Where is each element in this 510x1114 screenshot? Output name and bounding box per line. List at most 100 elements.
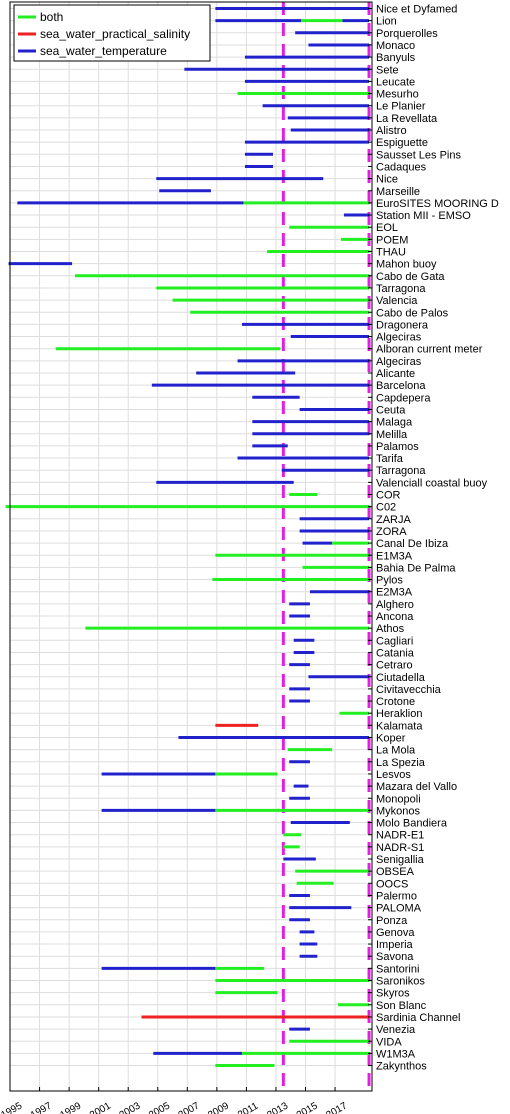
station-label: Valencia: [376, 295, 418, 307]
station-label: Porquerolles: [376, 28, 438, 40]
station-label: Station MII - EMSO: [376, 210, 471, 222]
station-label: Crotone: [376, 696, 415, 708]
station-label: Cagliari: [376, 635, 413, 647]
grid-lines: [9, 2, 372, 1091]
station-label: Melilla: [376, 429, 408, 441]
station-label: Algeciras: [376, 332, 422, 344]
station-label: Saronikos: [376, 976, 425, 988]
station-label: Venezia: [376, 1024, 416, 1036]
station-label: Zakynthos: [376, 1061, 427, 1073]
station-label: NADR-E1: [376, 830, 424, 842]
station-label: Catania: [376, 647, 415, 659]
station-label: Tarragona: [376, 465, 426, 477]
station-label: Palermo: [376, 890, 417, 902]
station-label: Banyuls: [376, 52, 416, 64]
legend-label: both: [40, 10, 63, 24]
x-tick-label: 2005: [147, 1100, 172, 1114]
axes-box: [9, 1, 373, 1092]
station-label: Genova: [376, 927, 415, 939]
station-label: Nice: [376, 174, 398, 186]
station-label: VIDA: [376, 1036, 402, 1048]
station-label: Ceuta: [376, 404, 406, 416]
station-label: Tarifa: [376, 453, 404, 465]
x-tick-label: 2001: [88, 1100, 113, 1114]
station-label: Canal De Ibiza: [376, 538, 449, 550]
station-label: Bahia De Palma: [376, 562, 456, 574]
station-label: Heraklion: [376, 708, 422, 720]
station-label: Alistro: [376, 125, 407, 137]
x-tick-label: 2013: [265, 1100, 290, 1114]
station-label: ZARJA: [376, 514, 412, 526]
station-label: Mazara del Vallo: [376, 781, 457, 793]
station-label: EOL: [376, 222, 398, 234]
station-label: C02: [376, 502, 396, 514]
station-label: Koper: [376, 733, 406, 745]
station-label: Molo Bandiera: [376, 818, 448, 830]
station-label: Leucate: [376, 76, 415, 88]
station-label: Dragonera: [376, 319, 429, 331]
station-label: Cabo de Palos: [376, 307, 449, 319]
station-label: Sete: [376, 64, 399, 76]
station-label: Tarragona: [376, 283, 426, 295]
station-label: Lion: [376, 16, 397, 28]
station-label: THAU: [376, 247, 406, 259]
x-tick-label: 1999: [58, 1100, 83, 1114]
station-label: Alghero: [376, 599, 414, 611]
station-label: Imperia: [376, 939, 414, 951]
legend-label: sea_water_temperature: [40, 44, 167, 58]
station-label: Ciutadella: [376, 672, 426, 684]
station-label: Le Planier: [376, 101, 426, 113]
station-label: Palamos: [376, 441, 419, 453]
station-label: Barcelona: [376, 380, 426, 392]
station-label: Savona: [376, 951, 414, 963]
station-label: Athos: [376, 623, 405, 635]
station-label: La Mola: [376, 745, 416, 757]
x-tick-label: 1995: [0, 1100, 25, 1114]
station-label: NADR-S1: [376, 842, 424, 854]
plot-frame: [9, 1, 373, 1092]
station-label: COR: [376, 490, 401, 502]
station-label: Sardinia Channel: [376, 1012, 460, 1024]
station-label: La Spezia: [376, 757, 426, 769]
station-label: Pylos: [376, 575, 403, 587]
legend-box: [13, 4, 211, 62]
station-labels: Nice et DyfamedLionPorquerollesMonacoBan…: [368, 4, 499, 1073]
legend-label: sea_water_practical_salinity: [40, 27, 190, 41]
station-label: OBSEA: [376, 866, 415, 878]
x-tick-label: 2015: [295, 1100, 320, 1114]
station-label: Cadaques: [376, 161, 427, 173]
station-label: Cetraro: [376, 660, 413, 672]
x-tick-label: 2009: [206, 1100, 231, 1114]
station-label: POEM: [376, 234, 408, 246]
station-label: Mahon buoy: [376, 259, 437, 271]
station-label: W1M3A: [376, 1048, 416, 1060]
station-label: La Revellata: [376, 113, 438, 125]
station-label: Civitavecchia: [376, 684, 442, 696]
station-label: Kalamata: [376, 720, 423, 732]
x-tick-label: 2011: [236, 1100, 261, 1114]
station-label: E1M3A: [376, 550, 413, 562]
station-label: Skyros: [376, 988, 410, 1000]
station-label: PALOMA: [376, 903, 422, 915]
station-label: Lesvos: [376, 769, 411, 781]
station-label: Nice et Dyfamed: [376, 4, 457, 16]
x-tick-label: 2017: [324, 1100, 349, 1114]
station-label: Algeciras: [376, 356, 422, 368]
station-label: Ponza: [376, 915, 408, 927]
legend[interactable]: both sea_water_practical_salinity sea_wate…: [13, 4, 211, 62]
station-label: Senigallia: [376, 854, 425, 866]
station-label: Sausset Les Pins: [376, 149, 461, 161]
station-label: Son Blanc: [376, 1000, 427, 1012]
station-label: Alicante: [376, 368, 415, 380]
station-label: Mykonos: [376, 805, 421, 817]
station-label: Malaga: [376, 417, 413, 429]
station-label: Santorini: [376, 963, 419, 975]
station-label: Mesurho: [376, 89, 419, 101]
station-label: Ancona: [376, 611, 414, 623]
station-label: Espiguette: [376, 137, 428, 149]
station-label: OOCS: [376, 878, 408, 890]
x-tick-label: 2007: [177, 1100, 202, 1114]
station-label: Valenciall coastal buoy: [376, 477, 488, 489]
x-tick-label: 2003: [118, 1100, 143, 1114]
